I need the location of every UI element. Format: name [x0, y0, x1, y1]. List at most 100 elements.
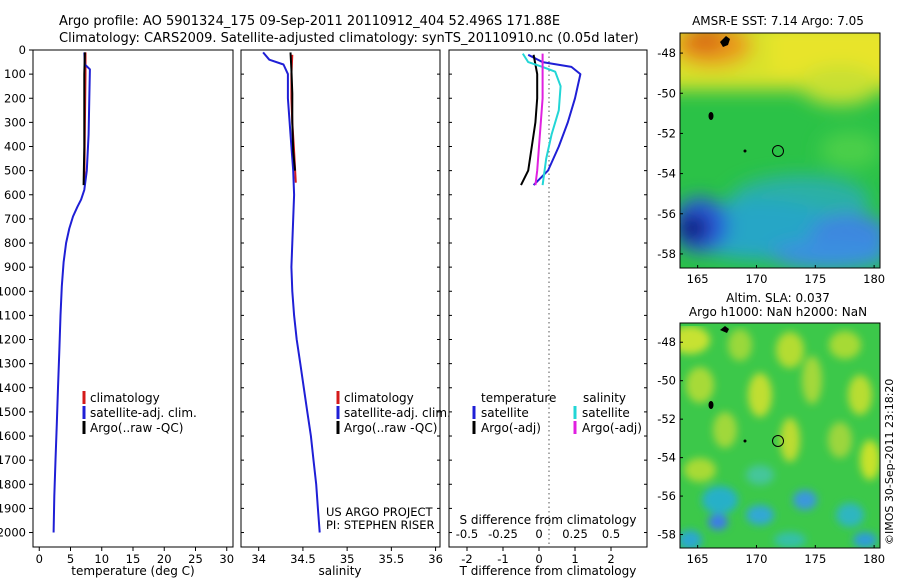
depth-tick-label: 1600 [0, 429, 26, 443]
temperature-xlabel: temperature (deg C) [71, 564, 194, 578]
series-line-satellite-adj-clim- [52, 52, 91, 533]
difference-axes-frame [448, 49, 648, 548]
map-x-tick-label: 180 [863, 552, 885, 566]
x-tick-label: 15 [126, 552, 141, 566]
temperature-panel: 0100200300400500600700800900100011001200… [0, 43, 234, 578]
map-y-tick-label: -58 [657, 247, 676, 261]
difference-series [520, 53, 582, 186]
island-icon [743, 439, 747, 443]
legend-label-sal-satellite: satellite [582, 406, 630, 420]
salinity-legend: climatology satellite-adj. clim. Argo(..… [336, 391, 451, 435]
legend-title-salinity: salinity [583, 391, 626, 405]
difference-legend: temperature salinity satellite Argo(-adj… [472, 391, 642, 435]
depth-axis: 0 100 200 300 400 500 600 700 800 900 1000 1100 1200… [0, 43, 33, 540]
depth-tick-label: 2000 [0, 526, 26, 540]
x-tick-label: 25 [188, 552, 203, 566]
header-line1: Argo profile: AO 5901324_175 09-Sep-2011… [59, 14, 560, 29]
map-y-tick-label: -58 [657, 528, 676, 542]
depth-tick-label: 800 [4, 236, 26, 250]
depth-tick-label: 400 [4, 140, 26, 154]
sst-color-blobs [680, 33, 880, 268]
depth-tick-label: 600 [4, 188, 26, 202]
header-line2: Climatology: CARS2009. Satellite-adjuste… [59, 31, 639, 46]
sla-map-title: Altim. SLA: 0.037 [726, 291, 830, 305]
series-line-argo-raw-qc- [82, 52, 86, 186]
imos-watermark: ©IMOS 30-Sep-2011 23:18:20 [883, 379, 896, 545]
s-tick-label: 0.25 [562, 527, 588, 541]
x-tick-label: 1 [571, 552, 578, 566]
sst-map-title: AMSR-E SST: 7.14 Argo: 7.05 [692, 14, 864, 28]
sla-map-subtitle: Argo h1000: NaN h2000: NaN [689, 305, 867, 319]
project-annotation: US ARGO PROJECT [326, 505, 434, 519]
map-x-tick-label: 170 [745, 272, 767, 286]
map-x-tick-label: 170 [745, 552, 767, 566]
depth-tick-label: 200 [4, 91, 26, 105]
legend-label-climatology: climatology [90, 391, 160, 405]
salinity-panel: 34 34.5 35 35.5 36 salinity climatology sate… [240, 49, 451, 578]
temperature-series [52, 52, 91, 533]
x-tick-label: 35 [340, 552, 355, 566]
x-tick-label: 35.5 [379, 552, 405, 566]
depth-tick-label: 500 [4, 164, 26, 178]
depth-tick-label: 0 [19, 43, 26, 57]
map-y-tick-label: -50 [657, 86, 676, 100]
sla-color-blobs [680, 326, 880, 548]
depth-tick-label: 300 [4, 115, 26, 129]
temperature-axes-frame [32, 49, 234, 548]
depth-tick-label: 700 [4, 212, 26, 226]
map-y-tick-label: -52 [657, 412, 676, 426]
map-y-tick-label: -48 [657, 46, 676, 60]
legend-label-sal-argo: Argo(-adj) [582, 421, 642, 435]
depth-tick-label: 1100 [0, 308, 26, 322]
x-tick-label: 20 [157, 552, 172, 566]
island-icon [708, 112, 714, 120]
depth-tick-label: 1300 [0, 357, 26, 371]
x-tick-label: -2 [461, 552, 472, 566]
legend-label-temp-argo: Argo(-adj) [481, 421, 541, 435]
float-location-marker [772, 435, 784, 447]
map-x-tick-label: 175 [804, 552, 826, 566]
depth-tick-label: 1800 [0, 477, 26, 491]
series-line-argo-adj- [520, 54, 539, 186]
map-x-tick-label: 165 [687, 552, 709, 566]
sst-map-frame [679, 32, 881, 269]
island-icon [708, 401, 714, 409]
land-mass-icon [720, 326, 729, 333]
x-tick-label: 10 [94, 552, 109, 566]
land-mass-icon [720, 36, 730, 47]
temperature-x-axis: 0 5 10 15 20 25 30 [36, 547, 234, 566]
sst-field [680, 33, 880, 268]
x-tick-label: 0 [535, 552, 542, 566]
salinity-series [262, 51, 321, 533]
float-location-marker [772, 145, 784, 157]
sla-map-frame [679, 322, 881, 549]
depth-tick-label: 900 [4, 260, 26, 274]
map-y-tick-label: -54 [657, 167, 676, 181]
series-line-satellite-adj-clim- [262, 51, 321, 533]
salinity-x-axis: 34 34.5 35 35.5 36 [241, 49, 443, 566]
depth-tick-label: 1200 [0, 333, 26, 347]
map-y-tick-label: -56 [657, 489, 676, 503]
map-x-tick-label: 180 [863, 272, 885, 286]
legend-label-temp-satellite: satellite [481, 406, 529, 420]
s-tick-label: 0.5 [602, 527, 620, 541]
s-tick-label: -0.25 [488, 527, 518, 541]
depth-tick-label: 1000 [0, 284, 26, 298]
difference-xlabel-top: S difference from climatology [460, 513, 637, 527]
x-tick-label: 0 [36, 552, 43, 566]
sla-map: Altim. SLA: 0.037 Argo h1000: NaN h2000:… [657, 291, 885, 566]
x-tick-label: 34.5 [290, 552, 316, 566]
series-line-argo-raw-qc- [289, 52, 296, 171]
legend-title-temperature: temperature [481, 391, 556, 405]
map-x-tick-label: 165 [687, 272, 709, 286]
salinity-axes-frame [240, 49, 441, 548]
legend-label-satellite-adj: satellite-adj. clim. [90, 406, 197, 420]
legend-label-argo: Argo(..raw -QC) [90, 421, 183, 435]
series-line-argo-adj- [534, 53, 544, 186]
map-y-tick-label: -54 [657, 451, 676, 465]
difference-xlabel: T difference from climatology [459, 564, 637, 578]
difference-x-axis: -2 -1 0 1 2 [449, 49, 647, 566]
pi-annotation: PI: STEPHEN RISER [326, 518, 435, 532]
sst-map: AMSR-E SST: 7.14 Argo: 7.05 [657, 14, 885, 286]
